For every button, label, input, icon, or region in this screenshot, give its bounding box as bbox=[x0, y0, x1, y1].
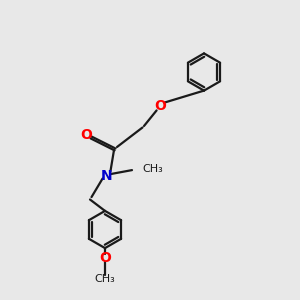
Text: O: O bbox=[80, 128, 92, 142]
Text: N: N bbox=[101, 169, 112, 182]
Text: O: O bbox=[154, 100, 166, 113]
Text: O: O bbox=[99, 251, 111, 265]
Text: CH₃: CH₃ bbox=[142, 164, 163, 175]
Text: CH₃: CH₃ bbox=[94, 274, 116, 284]
